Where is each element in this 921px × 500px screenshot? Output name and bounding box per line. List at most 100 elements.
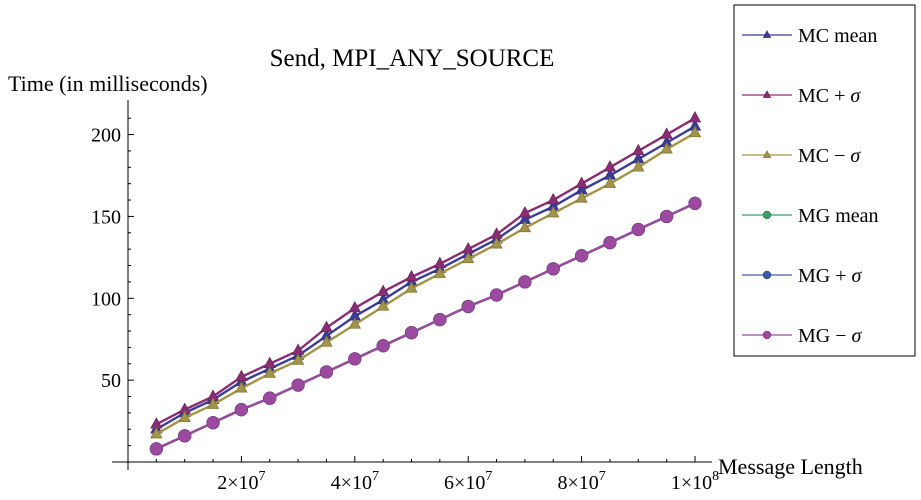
data-point	[178, 429, 192, 443]
chart-title: Send, MPI_ANY_SOURCE	[270, 45, 555, 72]
data-point	[660, 142, 673, 154]
data-point	[206, 397, 220, 409]
series-layer	[149, 111, 702, 456]
data-point	[489, 288, 504, 302]
series-1	[150, 111, 702, 429]
y-axis-label: Time (in milliseconds)	[8, 71, 208, 96]
data-point	[206, 416, 220, 430]
x-tick-label: 4×107	[331, 469, 379, 494]
y-tick-label: 100	[91, 288, 121, 310]
data-point	[518, 220, 532, 233]
legend-entry: MC mean	[742, 25, 877, 47]
y-tick-label: 200	[91, 125, 121, 147]
data-point	[632, 160, 645, 172]
legend-label: MC + σ	[798, 85, 861, 107]
data-point	[660, 127, 673, 139]
x-tick-base: 10	[579, 472, 599, 494]
data-point	[518, 275, 532, 289]
x-tick-exponent: 7	[485, 469, 492, 484]
legend-entry: MG mean	[742, 205, 879, 227]
x-tick-base: 10	[465, 472, 485, 494]
data-point	[461, 299, 475, 314]
legend-label-text: MC −	[798, 145, 850, 167]
legend-label-text: MG mean	[798, 205, 879, 227]
x-tick-mantissa: 1	[671, 472, 681, 494]
legend-marker	[762, 330, 772, 340]
data-point	[348, 300, 361, 313]
data-point	[405, 269, 418, 282]
legend-label-sigma: σ	[852, 265, 863, 287]
data-point	[603, 176, 617, 188]
legend-label: MG + σ	[798, 265, 863, 287]
x-tick-label: 1×108	[671, 469, 719, 494]
data-point	[263, 366, 276, 378]
legend-marker	[762, 90, 772, 98]
x-tick-times: ×	[681, 472, 692, 494]
series-5	[149, 196, 702, 456]
x-tick-label: 2×107	[217, 469, 265, 494]
data-point	[150, 427, 163, 439]
legend-marker	[762, 210, 772, 220]
legend-label-text: MG +	[798, 265, 852, 287]
data-point	[149, 442, 163, 456]
data-point	[376, 299, 390, 311]
x-tick-exponent: 8	[712, 469, 719, 484]
data-point	[660, 209, 674, 224]
data-point	[688, 125, 702, 138]
data-point	[291, 343, 305, 355]
data-point	[574, 249, 589, 263]
x-tick-times: ×	[567, 472, 578, 494]
data-point	[603, 160, 617, 172]
legend-label-sigma: σ	[852, 325, 863, 347]
legend-marker	[762, 30, 772, 38]
data-point	[433, 312, 447, 327]
data-point	[575, 176, 588, 188]
data-point	[263, 391, 277, 405]
x-axis-label: Message Length	[718, 454, 863, 479]
data-point	[376, 284, 390, 296]
data-point	[291, 353, 305, 365]
x-tick-mantissa: 4	[331, 472, 341, 494]
data-point	[462, 251, 475, 264]
data-point	[376, 339, 390, 353]
data-point	[518, 205, 532, 218]
legend-label: MC − σ	[798, 145, 861, 167]
x-tick-exponent: 7	[259, 469, 266, 484]
data-point	[348, 317, 361, 329]
legend-label: MG − σ	[798, 325, 863, 347]
x-tick-times: ×	[341, 472, 352, 494]
y-tick-label: 150	[91, 206, 121, 228]
legend-entry: MC − σ	[742, 145, 861, 167]
data-point	[234, 403, 248, 417]
x-tick-base: 10	[352, 472, 372, 494]
data-point	[547, 192, 560, 205]
legend-label: MC mean	[798, 25, 877, 47]
x-tick-label: 8×107	[557, 469, 605, 494]
legend-marker	[762, 150, 772, 158]
x-tick-exponent: 7	[372, 469, 379, 484]
legend-label-sigma: σ	[850, 85, 861, 107]
data-point	[348, 352, 362, 366]
data-point	[405, 281, 418, 293]
x-tick-mantissa: 6	[444, 472, 454, 494]
legend-entry: MC + σ	[742, 85, 861, 107]
legend-label-sigma: σ	[850, 145, 861, 167]
x-tick-base: 10	[692, 472, 712, 494]
data-point	[688, 196, 702, 210]
data-point	[547, 205, 560, 218]
x-tick-times: ×	[454, 472, 465, 494]
data-point	[291, 378, 305, 392]
data-point	[546, 262, 560, 276]
x-tick-label: 6×107	[444, 469, 492, 494]
x-tick-base: 10	[239, 472, 259, 494]
y-tick-label: 50	[101, 370, 121, 392]
data-point	[632, 143, 645, 156]
data-point	[688, 111, 702, 123]
legend-frame	[733, 4, 916, 357]
data-point	[631, 222, 645, 237]
data-point	[433, 266, 447, 278]
data-point	[235, 369, 248, 382]
